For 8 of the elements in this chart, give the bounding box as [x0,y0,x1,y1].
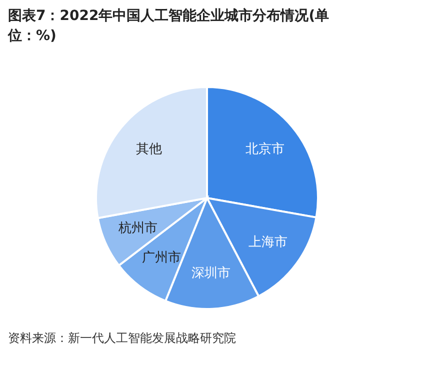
slice-label: 广州市 [142,250,181,266]
slice-label: 上海市 [248,235,288,250]
slice-label: 杭州市 [118,221,158,236]
slice-label: 其他 [136,142,162,158]
chart-title: 图表7：2022年中国人工智能企业城市分布情况(单位：%) [8,6,330,46]
slice-label: 深圳市 [191,266,230,281]
slice-label: 北京市 [245,142,284,158]
text: 资料来源：新一代人工智能发展战略研究院 [8,330,236,347]
